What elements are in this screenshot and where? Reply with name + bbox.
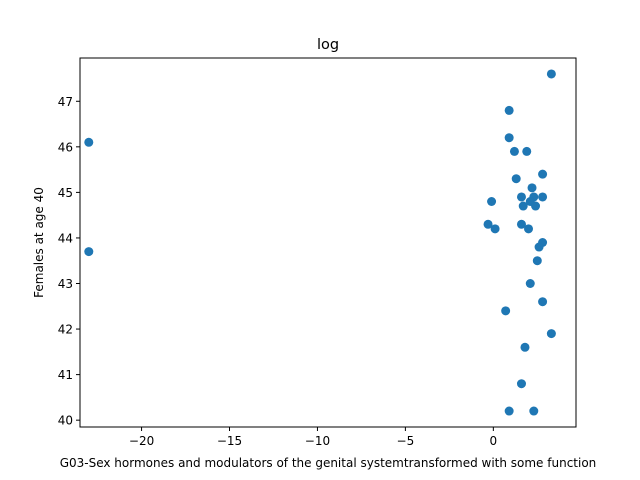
- data-point: [529, 406, 539, 416]
- data-point: [531, 201, 541, 211]
- data-point: [516, 379, 526, 389]
- data-point: [84, 247, 94, 257]
- y-tick-label: 45: [58, 186, 73, 200]
- y-tick-label: 47: [58, 95, 73, 109]
- y-tick-label: 44: [58, 231, 73, 245]
- x-axis-ticks: −20 −15 −10 −5 0: [129, 427, 497, 448]
- chart-title: log: [317, 37, 339, 53]
- data-point: [511, 174, 521, 184]
- x-tick-label: −10: [305, 434, 330, 448]
- data-point: [546, 69, 556, 79]
- data-point: [509, 146, 519, 156]
- data-point: [522, 146, 532, 156]
- x-tick-label: −20: [129, 434, 154, 448]
- data-point: [520, 342, 530, 352]
- data-point: [504, 105, 514, 115]
- data-points: [84, 69, 556, 416]
- data-point: [525, 279, 535, 288]
- plot-area-background: [80, 58, 576, 427]
- data-point: [532, 256, 542, 266]
- y-tick-label: 41: [58, 368, 73, 382]
- data-point: [527, 183, 537, 193]
- x-tick-label: −5: [397, 434, 415, 448]
- data-point: [524, 224, 534, 234]
- data-point: [84, 137, 94, 147]
- y-tick-label: 42: [58, 323, 73, 337]
- y-tick-label: 43: [58, 277, 73, 291]
- data-point: [504, 133, 514, 143]
- data-point: [534, 242, 544, 252]
- data-point: [538, 192, 548, 202]
- data-point: [487, 197, 497, 206]
- data-point: [538, 169, 548, 179]
- data-point: [518, 201, 528, 211]
- data-point: [490, 224, 500, 234]
- data-point: [504, 406, 514, 416]
- y-axis-ticks: 40 41 42 43 44 45 46 47: [58, 95, 80, 428]
- plot-frame: [79, 57, 577, 428]
- y-tick-label: 46: [58, 140, 73, 154]
- data-point: [516, 192, 526, 202]
- data-point: [501, 306, 511, 316]
- x-tick-label: 0: [490, 434, 498, 448]
- data-point: [516, 219, 526, 229]
- data-point: [538, 297, 548, 307]
- y-tick-label: 40: [58, 414, 73, 428]
- x-tick-label: −15: [217, 434, 242, 448]
- x-axis-label: G03-Sex hormones and modulators of the g…: [60, 456, 597, 470]
- y-axis-label: Females at age 40: [32, 187, 46, 298]
- data-point: [483, 219, 493, 229]
- data-point: [546, 329, 556, 339]
